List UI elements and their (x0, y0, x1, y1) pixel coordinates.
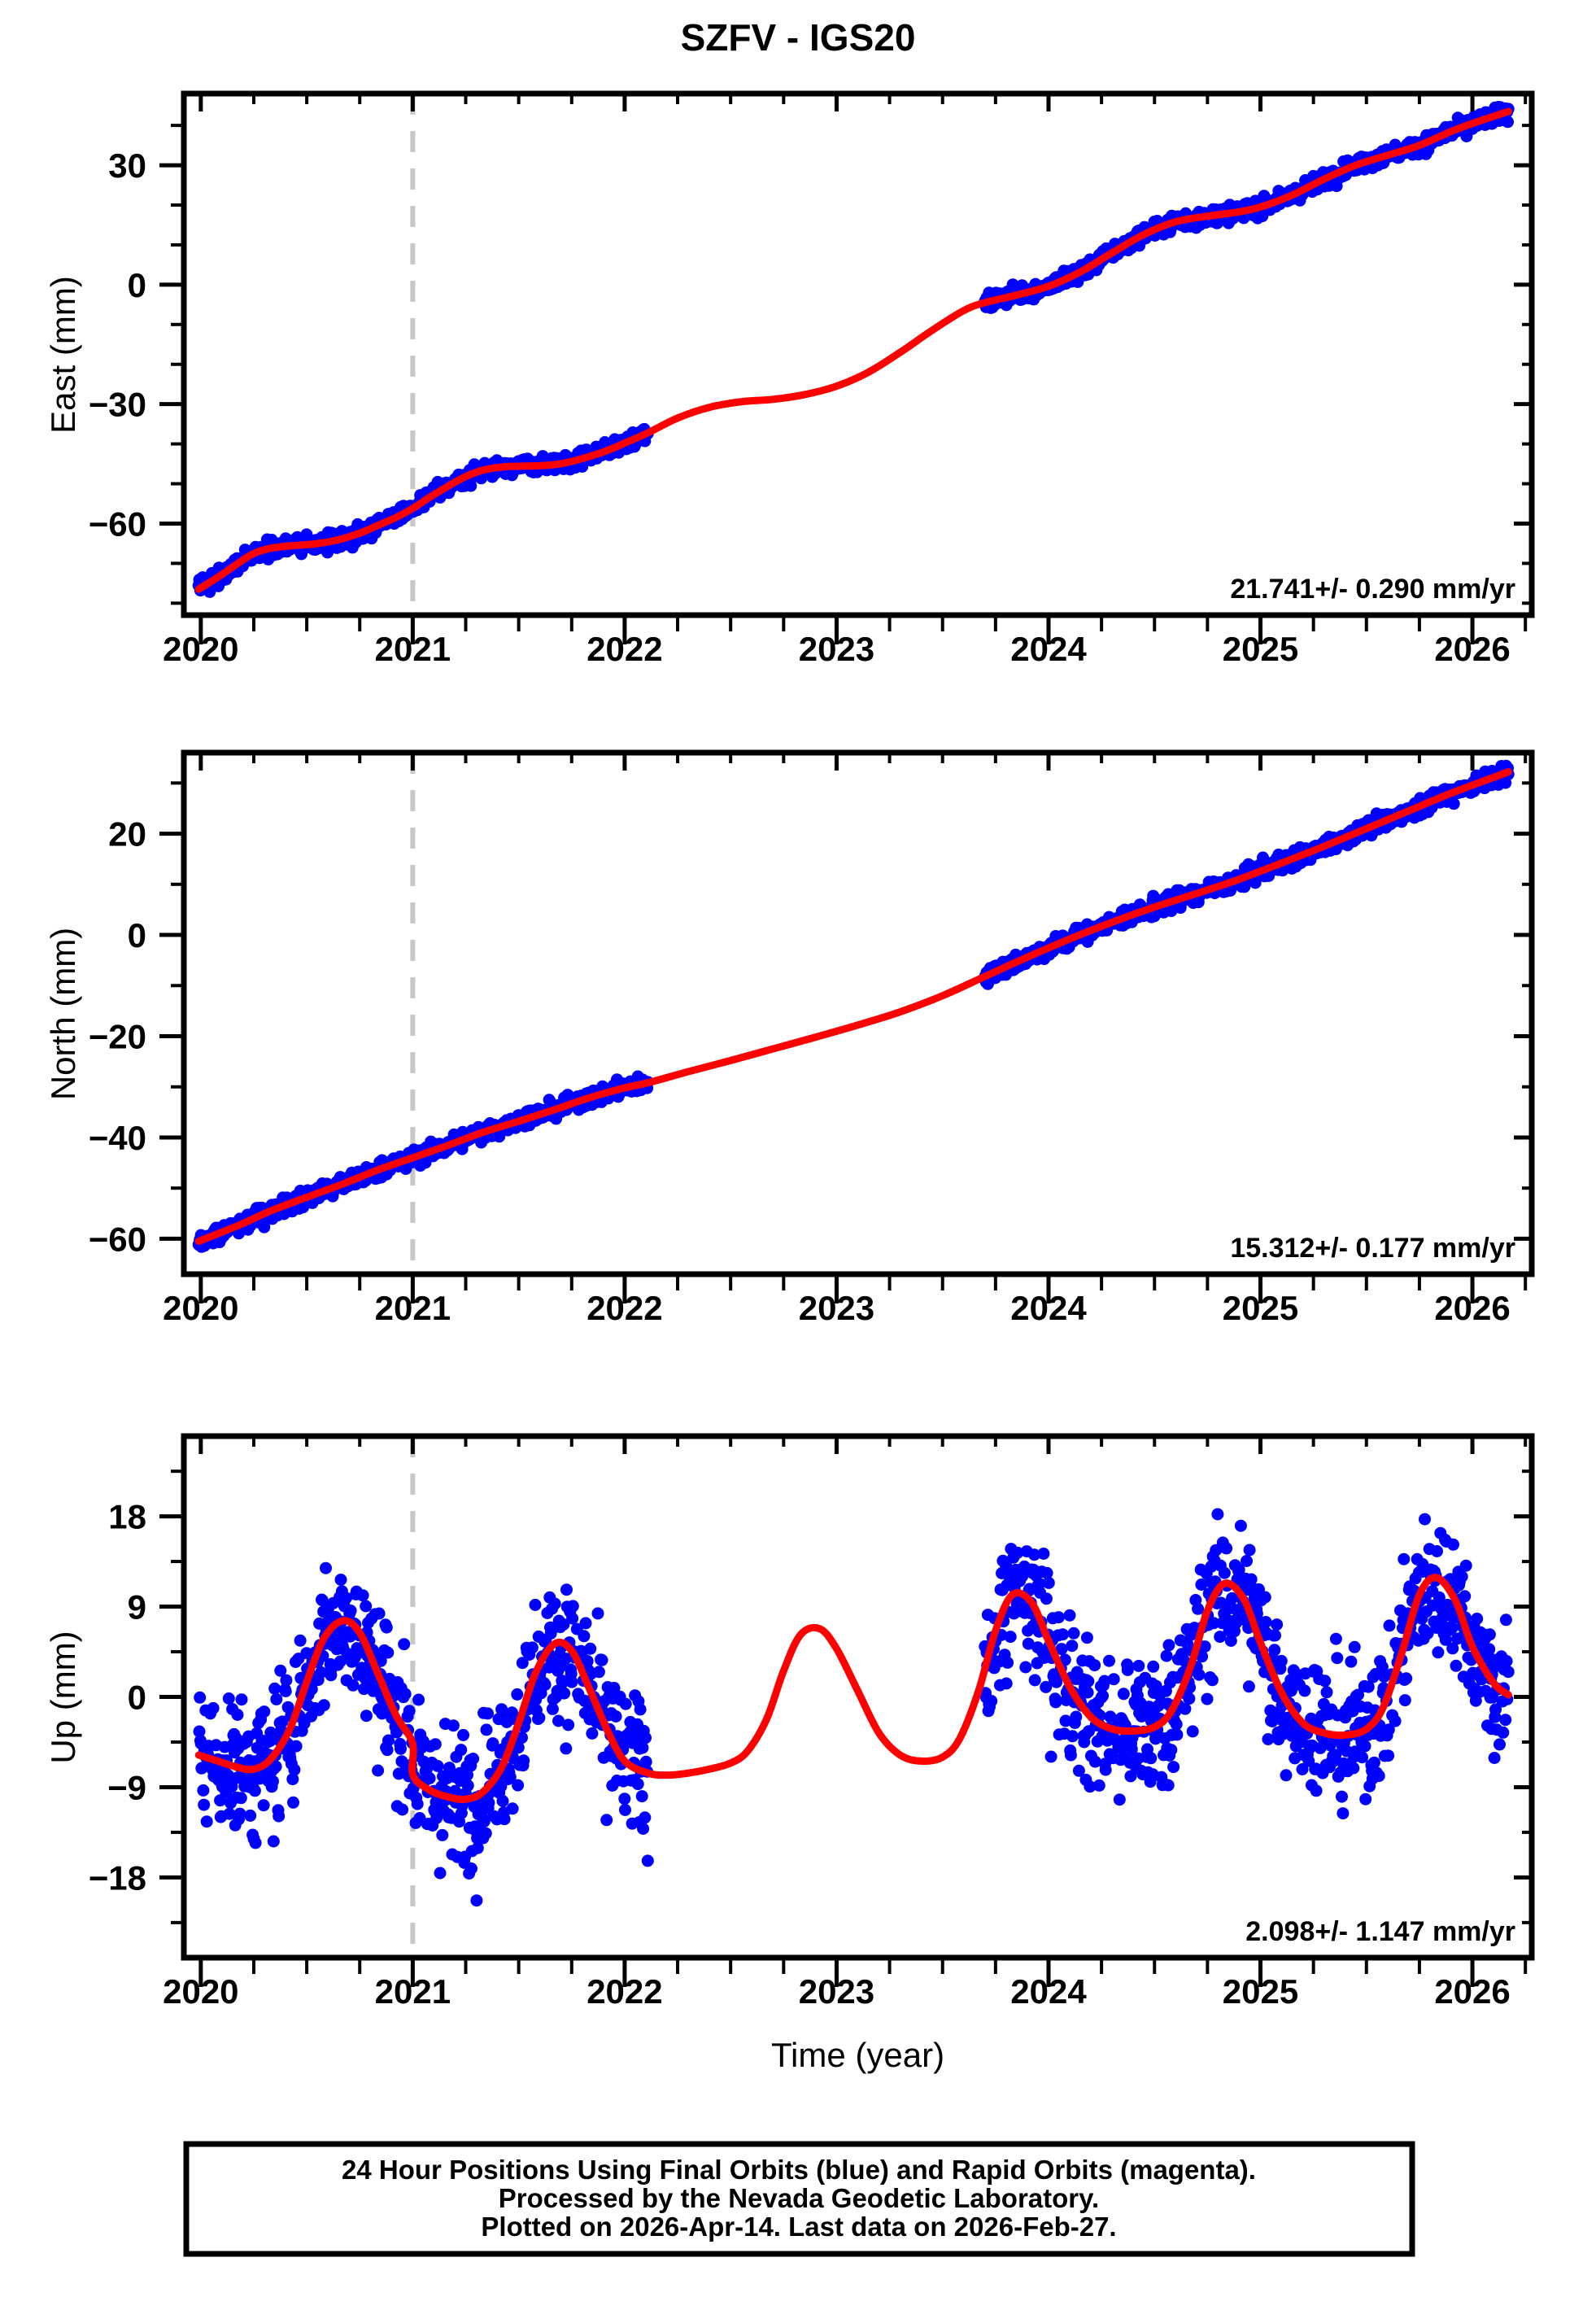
panel-north: 2020 2021 2022 2023 2024 2025 2026 20 0 −20 −40 −60… (44, 749, 1535, 1327)
y-axis-title: East (mm) (44, 276, 82, 434)
rate-annotation: 2.098+/- 1.147 mm/yr (1245, 1916, 1515, 1947)
model-fit-curve (194, 768, 1512, 1246)
y-tick-label: −18 (89, 1858, 146, 1897)
data-points-final-orbits (193, 1508, 1515, 1907)
y-axis-title: Up (mm) (44, 1631, 82, 1763)
y-tick-label: 0 (128, 916, 146, 954)
x-tick-label: 2024 (1010, 630, 1087, 668)
x-tick-label: 2022 (587, 1972, 662, 2011)
y-tick-label: −30 (89, 386, 146, 424)
x-axis-title: Time (year) (771, 2036, 944, 2074)
x-tick-label: 2021 (375, 1972, 451, 2011)
y-tick-label: 18 (108, 1498, 146, 1536)
x-tick-label: 2025 (1223, 1289, 1298, 1327)
x-tick-label: 2026 (1434, 1289, 1510, 1327)
panel-up: 2020 2021 2022 2023 2024 2025 2026 18 9 0 −9 −18 Up … (44, 1433, 1535, 2074)
y-tick-label: 0 (128, 1679, 146, 1717)
y-tick-label: −60 (89, 1220, 146, 1258)
plot-frame (181, 749, 1535, 1277)
x-tick-label: 2023 (799, 1972, 874, 2011)
y-tick-label: 9 (128, 1588, 146, 1627)
x-tick-label: 2022 (587, 1289, 662, 1327)
x-tick-label: 2023 (799, 1289, 874, 1327)
x-tick-label: 2024 (1010, 1289, 1087, 1327)
x-tick-label: 2023 (799, 630, 874, 668)
x-tick-label: 2022 (587, 630, 662, 668)
x-tick-label: 2025 (1223, 1972, 1298, 2011)
model-fit-curve (194, 1574, 1512, 1804)
x-tick-label: 2020 (163, 1972, 238, 2011)
x-axis-ticks (198, 1436, 1528, 1987)
footer-line-3: Plotted on 2026-Apr-14. Last data on 202… (481, 2212, 1116, 2242)
y-tick-label: −60 (89, 504, 146, 543)
y-tick-label: −20 (89, 1018, 146, 1056)
y-tick-label: −40 (89, 1119, 146, 1157)
footer-line-2: Processed by the Nevada Geodetic Laborat… (499, 2183, 1099, 2213)
rate-annotation: 21.741+/- 0.290 mm/yr (1230, 574, 1515, 605)
x-axis-ticks (198, 753, 1528, 1303)
y-tick-label: −9 (107, 1768, 146, 1806)
y-axis-title: North (mm) (44, 928, 82, 1100)
y-tick-label: 0 (128, 266, 146, 304)
x-tick-label: 2021 (375, 1289, 451, 1327)
model-fit-curve (194, 107, 1512, 593)
x-tick-label: 2021 (375, 630, 451, 668)
x-axis-ticks (198, 94, 1528, 644)
x-tick-label: 2026 (1434, 1972, 1510, 2011)
y-axis-ticks (159, 124, 1532, 605)
x-tick-label: 2026 (1434, 630, 1510, 668)
y-tick-label: 30 (108, 146, 146, 185)
footer-note-box: 24 Hour Positions Using Final Orbits (bl… (183, 2141, 1415, 2257)
x-tick-label: 2020 (163, 1289, 238, 1327)
x-tick-label: 2024 (1010, 1972, 1087, 2011)
x-tick-label: 2020 (163, 630, 238, 668)
x-tick-label: 2025 (1223, 630, 1298, 668)
footer-box-border (183, 2141, 1415, 2257)
panel-east: 2020 2021 2022 2023 2024 2025 2026 30 0 −30 −60 Eas… (44, 90, 1535, 668)
page-title: SZFV - IGS20 (681, 16, 916, 59)
plot-frame (181, 90, 1535, 618)
rate-annotation: 15.312+/- 0.177 mm/yr (1230, 1233, 1515, 1264)
y-axis-ticks (159, 1469, 1532, 1924)
y-tick-label: 20 (108, 815, 146, 854)
y-axis-ticks (159, 781, 1532, 1241)
footer-line-1: 24 Hour Positions Using Final Orbits (bl… (342, 2155, 1256, 2185)
